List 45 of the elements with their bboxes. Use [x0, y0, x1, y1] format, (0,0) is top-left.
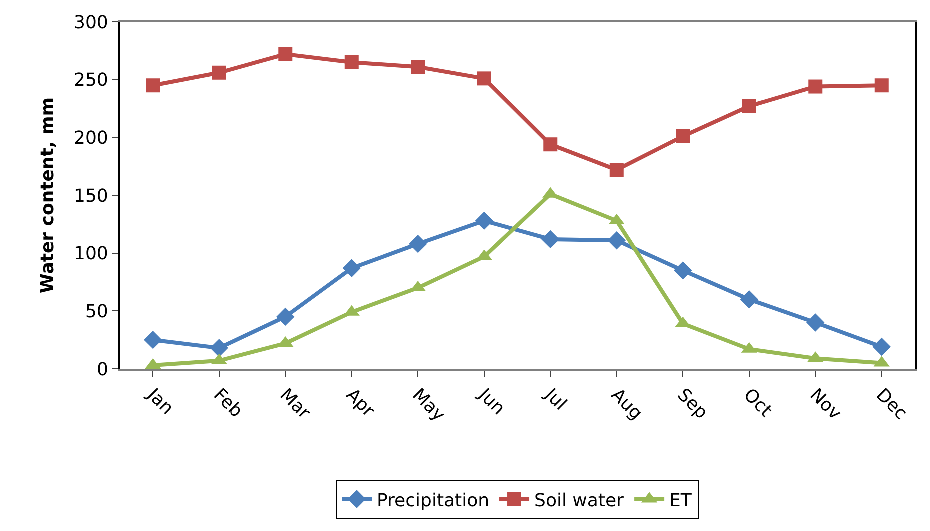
point: [212, 66, 226, 80]
x-tick-label: Apr: [342, 384, 380, 422]
point: [409, 234, 428, 254]
point: [742, 99, 756, 114]
x-tick-label: Jan: [142, 384, 178, 420]
y-tick-label: 100: [74, 244, 108, 265]
y-tick-label: 150: [74, 186, 108, 207]
point: [674, 262, 692, 280]
point: [740, 290, 758, 309]
x-tick-label: Jun: [474, 384, 510, 420]
y-tick-label: 300: [74, 12, 108, 34]
x-tick-label: Oct: [739, 384, 776, 422]
point: [608, 232, 626, 250]
point: [342, 259, 361, 278]
point: [806, 314, 825, 332]
point: [144, 330, 162, 350]
point: [146, 78, 160, 93]
point: [344, 55, 359, 70]
point: [676, 130, 690, 144]
point: [542, 230, 560, 249]
point: [475, 212, 494, 230]
y-tick-label: 250: [74, 70, 108, 92]
x-tick-label: Mar: [276, 384, 316, 424]
x-tick-label: Feb: [209, 384, 247, 422]
point: [544, 138, 558, 152]
y-axis-title: Water content, mm: [38, 97, 59, 294]
x-tick-label: Sep: [673, 384, 712, 424]
point: [276, 308, 295, 326]
point: [808, 80, 823, 94]
x-tick-label: Jul: [540, 384, 571, 415]
legend-label: Soil water: [534, 490, 625, 512]
point: [872, 338, 891, 356]
point: [610, 163, 624, 178]
x-tick-label: Nov: [806, 384, 846, 425]
x-tick-label: Aug: [606, 384, 647, 424]
point: [210, 339, 228, 358]
y-tick-label: 0: [96, 359, 108, 380]
legend-label: Precipitation: [377, 490, 490, 512]
point: [278, 47, 293, 62]
point: [874, 78, 889, 93]
legend-label: ET: [670, 490, 693, 512]
y-tick-label: 200: [74, 128, 108, 149]
point: [411, 60, 426, 74]
point: [477, 72, 492, 86]
y-tick-label: 50: [85, 301, 108, 322]
